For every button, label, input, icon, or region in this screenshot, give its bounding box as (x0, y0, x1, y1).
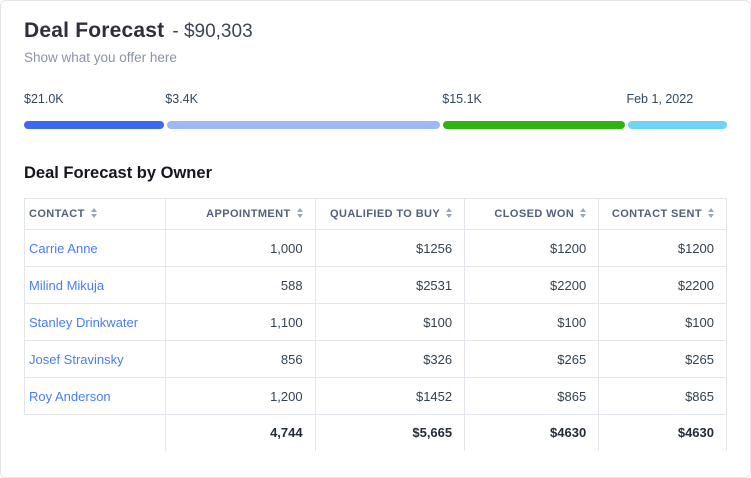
progress-label-3: $15.1K (442, 92, 482, 106)
contact-sent-value: $2200 (598, 266, 727, 304)
table-header-row: CONTACT APPOINTMENT QUALIFIED TO BUY CLO… (23, 198, 727, 230)
contact-link[interactable]: Milind Mikuja (29, 277, 105, 293)
closed-won-value: $2200 (464, 266, 600, 304)
progress-track (24, 121, 727, 129)
progress-segment-3 (442, 121, 625, 129)
appointment-value: 1,000 (165, 229, 316, 267)
appointment-value: 856 (165, 340, 316, 378)
sort-icon[interactable] (446, 208, 453, 219)
contact-link[interactable]: Stanley Drinkwater (29, 314, 139, 330)
sort-icon[interactable] (580, 208, 587, 219)
forecast-by-owner-table: CONTACT APPOINTMENT QUALIFIED TO BUY CLO… (23, 198, 727, 451)
progress-labels: $21.0K $3.4K $15.1K Feb 1, 2022 (24, 92, 727, 106)
appointment-value: 1,200 (165, 377, 316, 415)
totals-row: 4,744 $5,665 $4630 $4630 (24, 414, 727, 451)
column-header-label: CONTACT (29, 208, 85, 220)
table-title: Deal Forecast by Owner (24, 164, 212, 182)
table-row: Roy Anderson 1,200 $1452 $865 $865 (23, 377, 727, 415)
contact-link[interactable]: Josef Stravinsky (29, 351, 124, 367)
qualified-value: $326 (314, 340, 466, 378)
qualified-value: $1452 (314, 377, 466, 415)
closed-won-total: $4630 (464, 414, 600, 451)
column-header-label: CLOSED WON (494, 208, 575, 220)
qualified-value: $100 (314, 303, 466, 341)
contact-sent-total: $4630 (598, 414, 727, 451)
table-row: Josef Stravinsky 856 $326 $265 $265 (23, 340, 727, 378)
forecast-total-amount: - $90,303 (172, 21, 253, 42)
table-row: Carrie Anne 1,000 $1256 $1200 $1200 (23, 229, 727, 267)
column-header-label: QUALIFIED TO BUY (330, 208, 441, 220)
qualified-value: $2531 (314, 266, 466, 304)
header: Deal Forecast - $90,303 (24, 19, 727, 43)
closed-won-value: $865 (464, 377, 600, 415)
closed-won-value: $100 (464, 303, 600, 341)
progress-segment-4 (627, 121, 727, 129)
contact-sent-value: $265 (598, 340, 727, 378)
totals-empty-cell (24, 414, 167, 451)
progress-segment-1 (24, 121, 164, 129)
table-row: Stanley Drinkwater 1,100 $100 $100 $100 (23, 303, 727, 341)
progress-segment-2 (166, 121, 440, 129)
closed-won-value: $265 (464, 340, 600, 378)
appointment-value: 1,100 (165, 303, 316, 341)
appointment-value: 588 (165, 266, 316, 304)
contact-sent-value: $1200 (598, 229, 727, 267)
forecast-progress-bar: $21.0K $3.4K $15.1K Feb 1, 2022 (24, 92, 727, 129)
progress-label-1: $21.0K (24, 92, 64, 106)
column-header-contact[interactable]: CONTACT (23, 198, 167, 230)
page-title: Deal Forecast (24, 19, 165, 42)
contact-link[interactable]: Carrie Anne (29, 240, 98, 256)
column-header-appointment[interactable]: APPOINTMENT (165, 198, 316, 230)
table-row: Milind Mikuja 588 $2531 $2200 $2200 (23, 266, 727, 304)
column-header-label: CONTACT SENT (611, 208, 702, 220)
contact-sent-value: $100 (598, 303, 727, 341)
contact-sent-value: $865 (598, 377, 727, 415)
column-header-closed-won[interactable]: CLOSED WON (464, 198, 600, 230)
appointment-total: 4,744 (165, 414, 316, 451)
column-header-label: APPOINTMENT (206, 208, 291, 220)
qualified-value: $1256 (314, 229, 466, 267)
progress-label-2: $3.4K (165, 92, 198, 106)
column-header-contact-sent[interactable]: CONTACT SENT (598, 198, 727, 230)
sort-icon[interactable] (90, 208, 97, 219)
progress-label-4: Feb 1, 2022 (626, 92, 694, 106)
contact-link[interactable]: Roy Anderson (29, 388, 111, 404)
closed-won-value: $1200 (464, 229, 600, 267)
column-header-qualified-to-buy[interactable]: QUALIFIED TO BUY (314, 198, 466, 230)
sort-icon[interactable] (296, 208, 303, 219)
qualified-total: $5,665 (314, 414, 466, 451)
page-subtitle: Show what you offer here (24, 50, 177, 65)
sort-icon[interactable] (708, 208, 714, 219)
